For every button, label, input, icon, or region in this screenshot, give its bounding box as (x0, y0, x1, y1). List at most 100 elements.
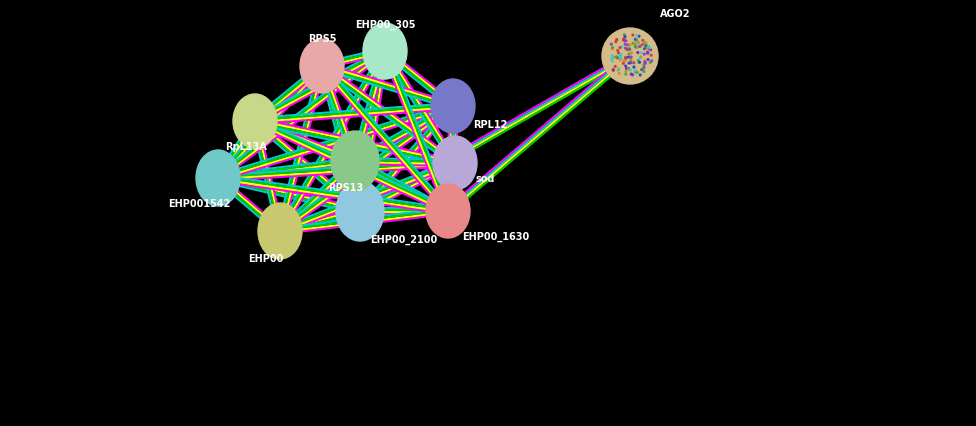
Point (644, 58, 660, 65)
Point (630, 40, 646, 47)
Point (631, 34, 647, 40)
Point (621, 66, 636, 73)
Text: RPS13: RPS13 (328, 183, 363, 193)
Point (613, 52, 629, 59)
Point (616, 61, 631, 68)
Point (629, 33, 644, 40)
Text: EHP00_305: EHP00_305 (355, 20, 416, 30)
Point (643, 47, 659, 54)
Point (638, 40, 654, 47)
Ellipse shape (331, 132, 379, 192)
Point (628, 68, 643, 75)
Point (638, 42, 654, 49)
Point (627, 64, 642, 71)
Point (611, 50, 627, 57)
Point (636, 69, 652, 76)
Point (624, 50, 639, 57)
Point (628, 69, 643, 76)
Point (629, 45, 644, 52)
Point (623, 56, 638, 63)
Point (624, 55, 639, 61)
Point (611, 66, 627, 73)
Point (635, 67, 651, 74)
Point (642, 45, 658, 52)
Point (618, 58, 633, 65)
Ellipse shape (433, 137, 477, 190)
Point (618, 72, 633, 78)
Point (640, 50, 656, 57)
Point (628, 44, 643, 51)
Point (630, 58, 646, 65)
Ellipse shape (336, 181, 384, 242)
Point (622, 60, 637, 67)
Point (609, 54, 625, 61)
Point (604, 53, 620, 60)
Point (633, 67, 649, 74)
Point (636, 62, 652, 69)
Point (623, 60, 638, 67)
Ellipse shape (602, 29, 658, 85)
Point (612, 45, 628, 52)
Point (612, 58, 628, 64)
Point (638, 43, 654, 50)
Point (610, 67, 626, 74)
Point (634, 42, 650, 49)
Point (626, 60, 641, 67)
Point (636, 65, 652, 72)
Point (603, 56, 619, 63)
Point (643, 53, 659, 60)
Point (637, 58, 653, 65)
Point (605, 58, 621, 65)
Text: AGO2: AGO2 (660, 9, 690, 19)
Text: RPL12: RPL12 (473, 120, 508, 130)
Point (623, 67, 638, 74)
Point (630, 60, 646, 67)
Point (623, 43, 638, 49)
Point (630, 37, 645, 44)
Ellipse shape (363, 24, 407, 80)
Point (618, 55, 633, 62)
Point (639, 50, 655, 57)
Ellipse shape (300, 40, 344, 94)
Point (640, 57, 656, 64)
Point (621, 66, 636, 73)
Point (612, 71, 628, 78)
Point (632, 72, 648, 79)
Point (606, 55, 622, 62)
Point (618, 63, 633, 70)
Point (625, 72, 640, 79)
Point (607, 64, 623, 71)
Point (640, 51, 656, 58)
Point (631, 60, 647, 66)
Text: RpL13A: RpL13A (225, 142, 266, 152)
Point (618, 42, 633, 49)
Point (627, 65, 642, 72)
Point (616, 58, 631, 65)
Point (637, 61, 653, 68)
Point (618, 56, 633, 63)
Point (630, 50, 646, 57)
Point (623, 58, 638, 64)
Point (628, 42, 643, 49)
Point (641, 44, 657, 51)
Point (636, 46, 652, 53)
Point (624, 72, 639, 78)
Point (608, 39, 624, 46)
Point (620, 47, 635, 54)
Point (619, 46, 634, 53)
Text: sod: sod (475, 173, 495, 184)
Point (622, 47, 637, 54)
Point (617, 38, 632, 45)
Point (610, 48, 626, 55)
Point (633, 50, 649, 57)
Point (632, 44, 648, 51)
Point (621, 46, 636, 53)
Point (628, 37, 643, 44)
Point (616, 37, 631, 44)
Text: EHP001542: EHP001542 (168, 199, 230, 208)
Point (609, 37, 625, 44)
Point (630, 45, 645, 52)
Ellipse shape (258, 204, 302, 259)
Point (642, 60, 658, 67)
Point (618, 38, 633, 45)
